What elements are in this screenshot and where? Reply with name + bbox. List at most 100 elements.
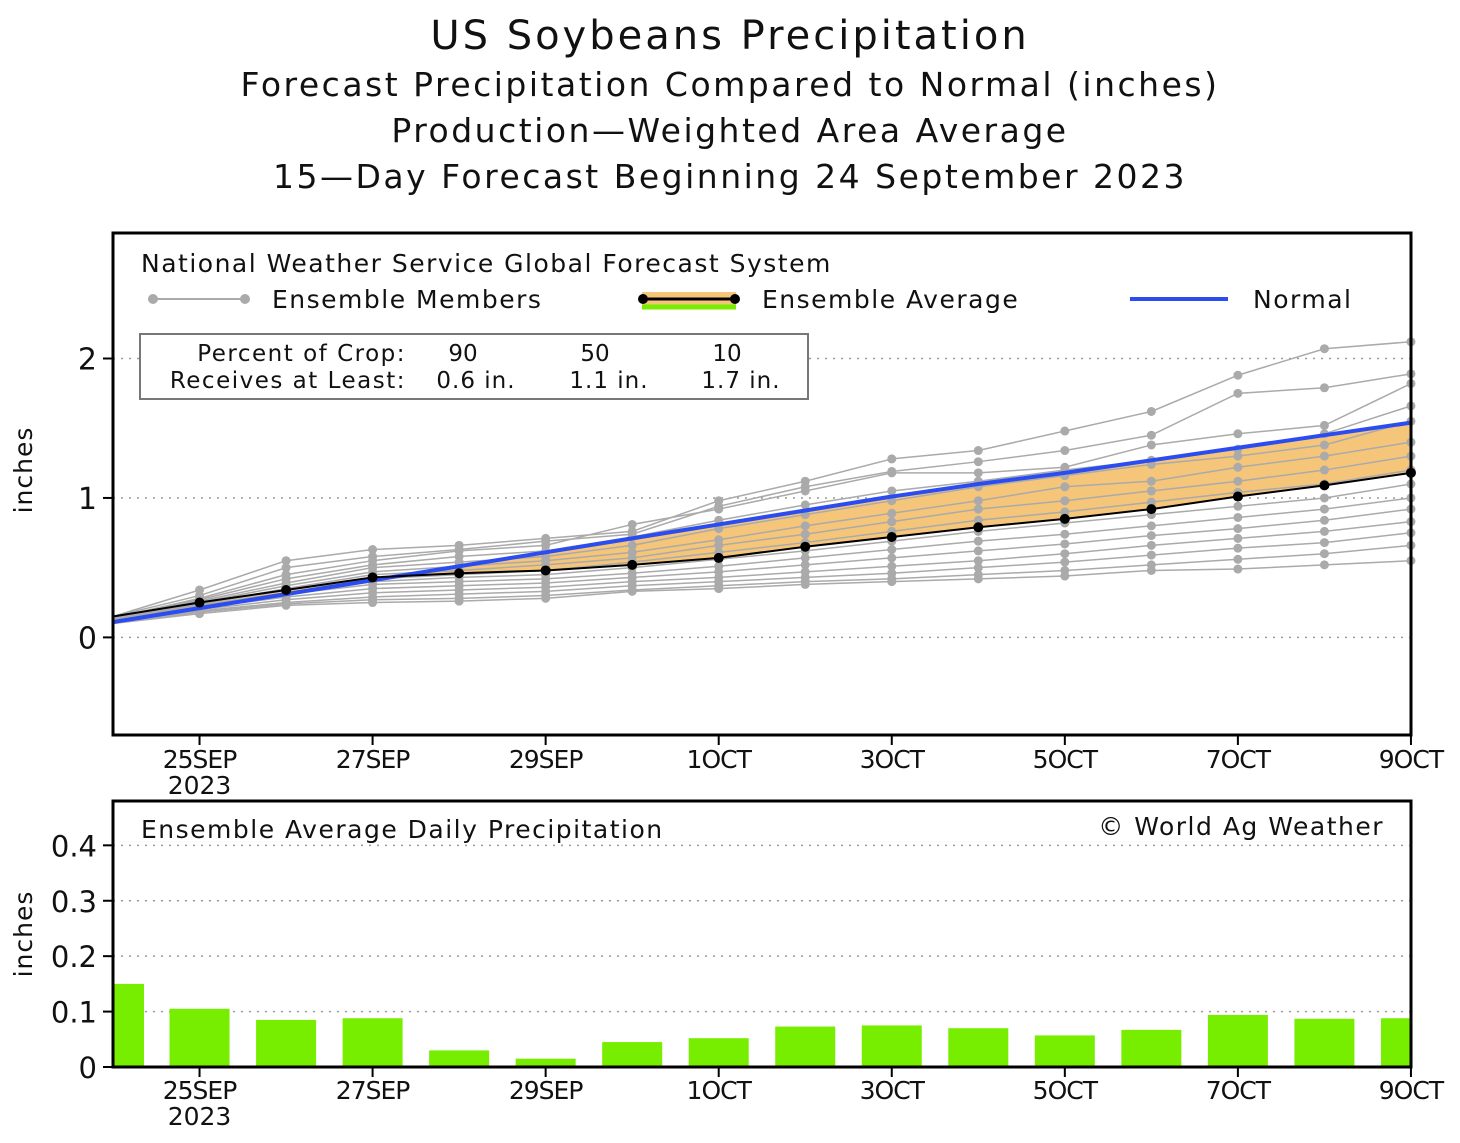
ensemble-member-point	[1146, 430, 1156, 440]
precip-bar	[342, 1018, 403, 1067]
ensemble-average-point	[973, 522, 984, 533]
top-y-axis-label: inches	[9, 427, 38, 514]
ensemble-member-point	[1060, 549, 1070, 559]
ensemble-member-point	[1060, 571, 1070, 581]
ensemble-member-point	[887, 553, 897, 563]
crop-amt-10: 1.7 in.	[701, 368, 780, 394]
top-x-tick-label: 25SEP	[163, 745, 237, 774]
legend-members-dot	[240, 294, 250, 304]
bottom-x-tick-label: 7OCT	[1206, 1076, 1272, 1105]
ensemble-member-line	[112, 341, 1412, 618]
legend-members-dot	[148, 294, 158, 304]
precip-bar	[775, 1026, 836, 1067]
ensemble-member-point	[1146, 406, 1156, 416]
precip-bar	[1034, 1035, 1095, 1067]
legend: Ensemble Members Ensemble Average Normal	[148, 285, 1352, 314]
ensemble-member-point	[1060, 496, 1070, 506]
ensemble-member-point	[1060, 446, 1070, 456]
bottom-y-tick-label: 0	[79, 1051, 97, 1085]
ensemble-member-point	[1319, 504, 1329, 514]
ensemble-member-point	[1146, 486, 1156, 496]
ensemble-member-point	[973, 496, 983, 506]
precip-bar	[1207, 1014, 1268, 1067]
ensemble-member-point	[973, 546, 983, 556]
ensemble-member-point	[1233, 501, 1243, 511]
precip-bar	[169, 1008, 230, 1067]
bottom-y-axis-label: inches	[9, 891, 38, 978]
ensemble-member-line	[112, 497, 1412, 622]
legend-average-dot	[638, 294, 648, 304]
precip-bar	[948, 1028, 1009, 1067]
ensemble-member-point	[887, 468, 897, 478]
normal-line	[112, 420, 1412, 625]
ensemble-member-point	[1319, 420, 1329, 430]
ensemble-member-point	[195, 609, 205, 619]
bottom-x-year-label: 2023	[168, 1102, 232, 1131]
crop-percent-box: Percent of Crop: Receives at Least: 90 5…	[139, 333, 809, 400]
top-x-tick-label: 1OCT	[687, 745, 753, 774]
ensemble-member-point	[1319, 465, 1329, 475]
ensemble-member-point	[1233, 543, 1243, 553]
bottom-gridlines	[113, 844, 1411, 1013]
ensemble-member-line	[112, 508, 1412, 622]
chart-subtitle-1: Forecast Precipitation Compared to Norma…	[240, 65, 1220, 104]
bottom-x-tick-label: 27SEP	[336, 1076, 410, 1105]
ensemble-member-point	[1146, 531, 1156, 541]
ensemble-member-point	[800, 553, 810, 563]
ensemble-member-point	[1146, 521, 1156, 531]
ensemble-member-point	[887, 454, 897, 464]
ensemble-average-point	[627, 559, 638, 570]
precip-bar	[602, 1042, 663, 1067]
ensemble-member-line	[112, 544, 1412, 625]
ensemble-member-point	[1060, 557, 1070, 567]
ensemble-member-point	[973, 563, 983, 573]
precip-bar	[515, 1058, 576, 1067]
ensemble-member-point	[1319, 560, 1329, 570]
ensemble-member-point	[1233, 370, 1243, 380]
ensemble-member-point	[800, 560, 810, 570]
ensemble-member-point	[1319, 515, 1329, 525]
top-plot-frame	[111, 231, 1413, 737]
ensemble-member-point	[627, 519, 637, 529]
top-y-tick-label: 2	[78, 343, 97, 378]
ensemble-member-point	[1146, 550, 1156, 560]
ensemble-member-point	[1319, 549, 1329, 559]
ensemble-average-point	[1319, 480, 1330, 491]
top-x-tick-label: 5OCT	[1033, 745, 1099, 774]
ensemble-member-point	[1146, 565, 1156, 575]
ensemble-member-point	[973, 504, 983, 514]
ensemble-member-point	[281, 556, 291, 566]
ensemble-member-point	[887, 508, 897, 518]
ensemble-member-point	[1233, 533, 1243, 543]
bottom-panel-label: Ensemble Average Daily Precipitation	[141, 815, 664, 844]
top-y-tick-label: 0	[78, 621, 97, 656]
ensemble-average-point	[281, 584, 292, 595]
ensemble-member-point	[1319, 440, 1329, 450]
ensemble-member-point	[800, 500, 810, 510]
bottom-x-tick-label: 1OCT	[687, 1076, 753, 1105]
bottom-y-tick-label: 0.1	[51, 996, 97, 1030]
ensemble-member-point	[281, 600, 291, 610]
ensemble-average-point	[886, 531, 897, 542]
crop-pct-90: 90	[448, 341, 477, 367]
bottom-x-tick-label: 5OCT	[1033, 1076, 1099, 1105]
ensemble-member-point	[454, 596, 464, 606]
ensemble-member-point	[800, 486, 810, 496]
ensemble-member-point	[1233, 451, 1243, 461]
precip-bar	[256, 1019, 317, 1067]
ensemble-member-point	[714, 584, 724, 594]
ensemble-member-point	[1060, 539, 1070, 549]
legend-normal-label: Normal	[1253, 285, 1352, 314]
top-x-tick-label: 9OCT	[1379, 745, 1445, 774]
ensemble-member-point	[973, 515, 983, 525]
ensemble-member-point	[1233, 388, 1243, 398]
ensemble-average-point	[1059, 513, 1070, 524]
ensemble-member-line	[112, 373, 1412, 618]
crop-pct-10: 10	[712, 341, 741, 367]
top-x-tick-label: 27SEP	[336, 745, 410, 774]
ensemble-average-line	[112, 471, 1412, 618]
ensemble-average-point	[454, 568, 465, 579]
ensemble-member-point	[973, 446, 983, 456]
ensemble-member-point	[887, 577, 897, 587]
ensemble-member-point	[1060, 426, 1070, 436]
